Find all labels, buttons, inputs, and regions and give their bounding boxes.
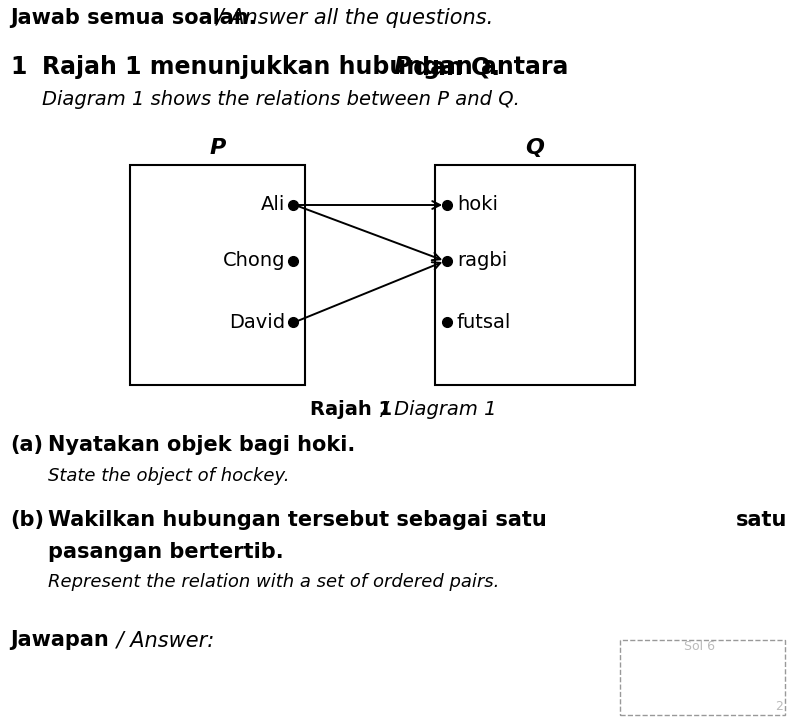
Bar — [435, 165, 635, 385]
Bar — [130, 165, 305, 385]
Text: / Answer:: / Answer: — [110, 630, 214, 650]
Text: Nyatakan objek bagi hoki.: Nyatakan objek bagi hoki. — [48, 435, 355, 455]
Text: Rajah 1 menunjukkan hubungan antara: Rajah 1 menunjukkan hubungan antara — [42, 55, 576, 79]
Text: Sol 6: Sol 6 — [685, 640, 716, 653]
Text: Q: Q — [525, 138, 544, 158]
Text: pasangan bertertib.: pasangan bertertib. — [48, 542, 284, 562]
Text: Wakilkan hubungan tersebut sebagai satu: Wakilkan hubungan tersebut sebagai satu — [48, 510, 547, 530]
Text: / Answer all the questions.: / Answer all the questions. — [210, 8, 493, 28]
Text: (a): (a) — [10, 435, 43, 455]
Text: 1: 1 — [10, 55, 26, 79]
Text: P: P — [394, 55, 411, 79]
Text: Rajah 1: Rajah 1 — [310, 400, 392, 419]
Text: futsal: futsal — [457, 312, 512, 331]
Text: Ali: Ali — [261, 196, 285, 215]
Text: / Diagram 1: / Diagram 1 — [375, 400, 497, 419]
Text: satu: satu — [736, 510, 787, 530]
Text: Jawab semua soalan.: Jawab semua soalan. — [10, 8, 257, 28]
Text: Jawapan: Jawapan — [10, 630, 108, 650]
Text: 2: 2 — [775, 700, 783, 713]
Text: ragbi: ragbi — [457, 251, 507, 271]
Text: Chong: Chong — [222, 251, 285, 271]
Text: (b): (b) — [10, 510, 44, 530]
Bar — [620, 640, 785, 715]
Text: State the object of hockey.: State the object of hockey. — [48, 467, 289, 485]
Text: P: P — [210, 138, 226, 158]
Text: Diagram 1 shows the relations between P and Q.: Diagram 1 shows the relations between P … — [42, 90, 520, 109]
Text: dan Q.: dan Q. — [405, 55, 501, 79]
Text: David: David — [229, 312, 285, 331]
Text: Represent the relation with a set of ordered pairs.: Represent the relation with a set of ord… — [48, 573, 500, 591]
Text: hoki: hoki — [457, 196, 498, 215]
